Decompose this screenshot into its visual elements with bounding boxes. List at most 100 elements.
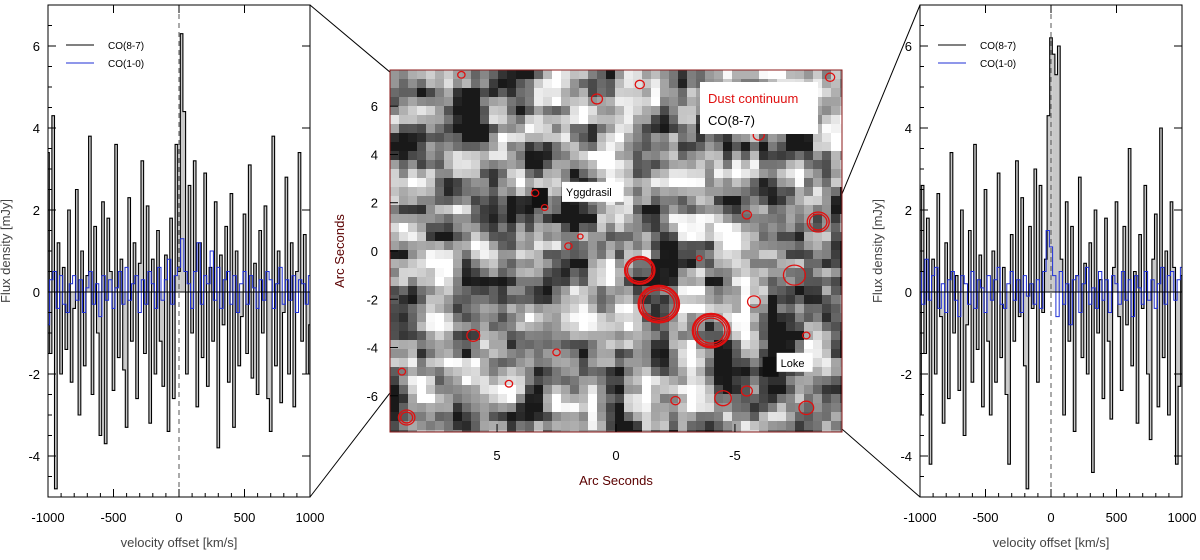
map-pixel xyxy=(732,376,742,386)
map-pixel xyxy=(426,178,436,188)
map-pixel xyxy=(426,421,436,431)
map-pixel xyxy=(795,232,805,242)
map-pixel xyxy=(444,322,454,332)
left-co87-bar xyxy=(67,210,71,292)
map-pixel xyxy=(624,430,634,432)
right-co87-bar xyxy=(1044,259,1048,292)
map-pixel xyxy=(642,79,652,89)
map-pixel xyxy=(633,178,643,188)
map-pixel xyxy=(633,133,643,143)
map-pixel xyxy=(471,133,481,143)
right-co87-bar xyxy=(1107,292,1110,342)
left-co87-bar xyxy=(214,201,217,292)
map-pixel xyxy=(840,376,842,386)
map-pixel xyxy=(804,259,814,269)
left-co87-bar xyxy=(51,115,55,292)
map-pixel xyxy=(660,295,670,305)
map-pixel xyxy=(678,169,688,179)
map-pixel xyxy=(444,367,454,377)
left-co87-bar xyxy=(224,226,228,292)
map-pixel xyxy=(795,178,805,188)
map-pixel xyxy=(543,367,553,377)
map-pixel xyxy=(669,88,679,98)
map-pixel xyxy=(642,358,652,368)
map-pixel xyxy=(516,232,526,242)
left-co87-bar xyxy=(49,292,52,354)
map-pixel xyxy=(480,205,490,215)
map-pixel xyxy=(570,304,580,314)
map-pixel xyxy=(471,313,481,323)
left-co87-bar xyxy=(125,292,128,428)
map-pixel xyxy=(651,106,661,116)
map-pixel xyxy=(696,133,706,143)
map-pixel xyxy=(399,421,409,431)
map-pixel xyxy=(525,331,535,341)
map-pixel xyxy=(741,151,751,161)
map-pixel xyxy=(579,151,589,161)
map-pixel xyxy=(597,232,607,242)
map-pixel xyxy=(804,331,814,341)
map-pixel xyxy=(786,412,796,422)
map-pixel xyxy=(840,79,842,89)
dust-contour xyxy=(626,258,653,283)
map-pixel xyxy=(489,277,499,287)
map-pixel xyxy=(831,295,841,305)
map-y-tick-label: 4 xyxy=(371,147,378,162)
map-pixel xyxy=(822,133,832,143)
map-pixel xyxy=(831,214,841,224)
map-pixel xyxy=(660,205,670,215)
map-pixel xyxy=(696,349,706,359)
map-pixel xyxy=(390,169,400,179)
map-pixel xyxy=(498,385,508,395)
map-pixel xyxy=(651,367,661,377)
map-pixel xyxy=(444,412,454,422)
map-pixel xyxy=(588,367,598,377)
map-pixel xyxy=(552,106,562,116)
map-pixel xyxy=(660,403,670,413)
map-pixel xyxy=(399,277,409,287)
map-pixel xyxy=(669,322,679,332)
source-dark-blob xyxy=(531,187,548,208)
map-pixel xyxy=(705,322,715,332)
map-pixel xyxy=(750,160,760,170)
map-pixel xyxy=(633,340,643,350)
map-pixel xyxy=(768,385,778,395)
left-co87-bar xyxy=(245,292,249,354)
map-pixel xyxy=(435,295,445,305)
dust-contour xyxy=(576,233,584,240)
map-pixel xyxy=(588,286,598,296)
right-co87-bar xyxy=(973,144,977,292)
map-pixel xyxy=(615,376,625,386)
map-pixel xyxy=(552,313,562,323)
map-pixel xyxy=(561,223,571,233)
map-pixel xyxy=(750,169,760,179)
map-pixel xyxy=(435,241,445,251)
map-pixel xyxy=(390,232,400,242)
map-pixel xyxy=(507,196,517,206)
map-pixel xyxy=(471,151,481,161)
right-co87-bar xyxy=(1047,115,1050,292)
map-pixel xyxy=(714,169,724,179)
map-pixel xyxy=(687,178,697,188)
map-pixel xyxy=(732,259,742,269)
right-y-tick-label: 4 xyxy=(905,121,912,136)
map-pixel xyxy=(390,151,400,161)
map-pixel xyxy=(462,385,472,395)
map-pixel xyxy=(633,394,643,404)
map-pixel xyxy=(570,214,580,224)
map-pixel xyxy=(399,196,409,206)
map-pixel xyxy=(642,70,652,80)
map-pixel xyxy=(543,304,553,314)
map-pixel xyxy=(561,259,571,269)
map-pixel xyxy=(570,340,580,350)
map-pixel xyxy=(822,232,832,242)
map-pixel xyxy=(489,349,499,359)
map-pixel xyxy=(570,349,580,359)
map-pixel xyxy=(705,160,715,170)
map-pixel xyxy=(840,421,842,431)
dust-contour xyxy=(552,348,561,357)
map-pixel xyxy=(435,322,445,332)
map-pixel xyxy=(705,277,715,287)
map-pixel xyxy=(417,241,427,251)
